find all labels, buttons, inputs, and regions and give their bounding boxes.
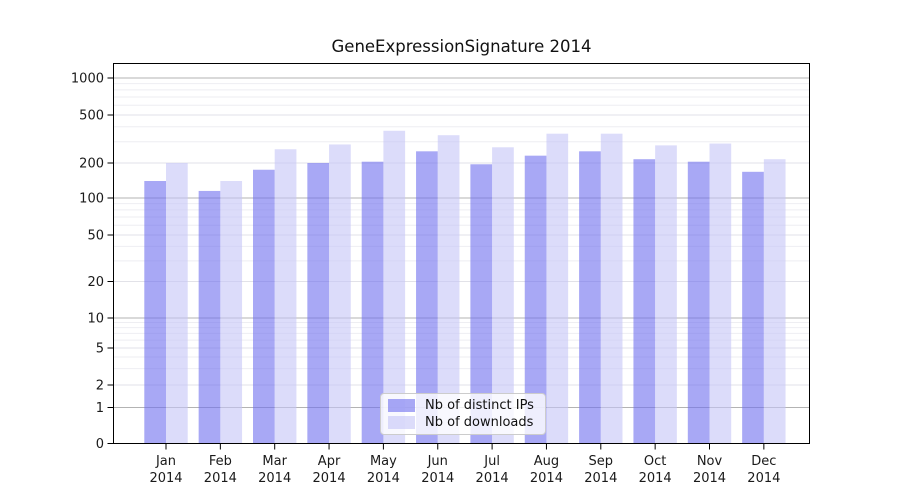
bar-may-downloads xyxy=(383,130,406,444)
x-tick-label-year: 2014 xyxy=(693,471,726,486)
x-tick-label-year: 2014 xyxy=(476,471,509,486)
bar-jun-ips xyxy=(416,151,438,444)
bar-nov-ips xyxy=(687,161,710,444)
legend-item-distinct-ips: Nb of distinct IPs xyxy=(381,397,545,413)
x-tick-label-year: 2014 xyxy=(313,471,346,486)
y-tick-label: 500 xyxy=(79,109,104,124)
bar-feb-downloads xyxy=(220,181,243,444)
bar-dec-ips xyxy=(742,171,764,444)
y-tick-label: 20 xyxy=(87,275,104,290)
axes-spines xyxy=(113,63,810,444)
x-tick-label-month: Mar xyxy=(262,454,287,469)
bar-oct-ips xyxy=(633,159,656,444)
x-tick-label-year: 2014 xyxy=(747,471,780,486)
y-tick-label: 50 xyxy=(87,229,104,244)
x-tick-label-year: 2014 xyxy=(149,471,182,486)
bar-jul-downloads xyxy=(492,147,514,444)
x-tick-label-year: 2014 xyxy=(421,471,454,486)
bar-apr-downloads xyxy=(329,144,351,444)
y-tick-label: 2 xyxy=(96,379,104,394)
legend-label-downloads: Nb of downloads xyxy=(425,415,534,431)
x-tick-label-month: Jul xyxy=(483,454,500,469)
x-tick-label-year: 2014 xyxy=(530,471,563,486)
bar-may-ips xyxy=(361,161,384,444)
y-tick-label: 1000 xyxy=(71,72,104,87)
bar-mar-downloads xyxy=(274,149,297,444)
x-tick-label-month: Sep xyxy=(589,454,614,469)
y-tick-label: 0 xyxy=(96,437,104,452)
bar-jul-ips xyxy=(470,164,493,444)
bar-oct-downloads xyxy=(655,145,677,444)
x-tick-label-month: Jun xyxy=(427,454,448,469)
x-tick-label-month: Oct xyxy=(644,454,666,469)
bar-jun-downloads xyxy=(437,135,460,444)
bar-mar-ips xyxy=(253,169,275,444)
bar-apr-ips xyxy=(307,163,330,444)
bar-jan-downloads xyxy=(166,163,188,444)
x-tick-label-year: 2014 xyxy=(204,471,237,486)
x-tick-label-year: 2014 xyxy=(367,471,400,486)
x-tick-label-month: Jan xyxy=(155,454,176,469)
x-tick-label-month: Dec xyxy=(751,454,776,469)
bar-jan-ips xyxy=(144,181,166,444)
y-tick-label: 1 xyxy=(96,401,104,416)
bar-dec-downloads xyxy=(763,159,786,444)
x-tick-label-year: 2014 xyxy=(584,471,617,486)
x-tick-label-month: Nov xyxy=(697,454,723,469)
bar-nov-downloads xyxy=(709,143,732,444)
legend: Nb of distinct IPs Nb of downloads xyxy=(380,393,546,435)
y-tick-label: 200 xyxy=(79,157,104,172)
chart-title: GeneExpressionSignature 2014 xyxy=(331,37,592,56)
legend-label-distinct-ips: Nb of distinct IPs xyxy=(425,397,534,413)
legend-swatch-distinct-ips xyxy=(388,398,415,412)
x-tick-label-month: Apr xyxy=(318,454,341,469)
y-tick-label: 100 xyxy=(79,192,104,207)
legend-swatch-downloads xyxy=(388,416,415,430)
bar-aug-downloads xyxy=(546,133,569,444)
x-tick-label-year: 2014 xyxy=(258,471,291,486)
legend-item-downloads: Nb of downloads xyxy=(381,415,545,431)
bar-feb-ips xyxy=(198,190,221,444)
x-tick-label-month: Feb xyxy=(209,454,232,469)
bar-aug-ips xyxy=(524,155,547,444)
y-tick-label: 5 xyxy=(96,342,104,357)
x-tick-label-month: Aug xyxy=(534,454,559,469)
y-tick-label: 10 xyxy=(87,312,104,327)
bar-sep-ips xyxy=(579,151,601,444)
x-tick-label-month: May xyxy=(370,454,397,469)
x-tick-label-year: 2014 xyxy=(639,471,672,486)
bar-sep-downloads xyxy=(600,133,623,444)
